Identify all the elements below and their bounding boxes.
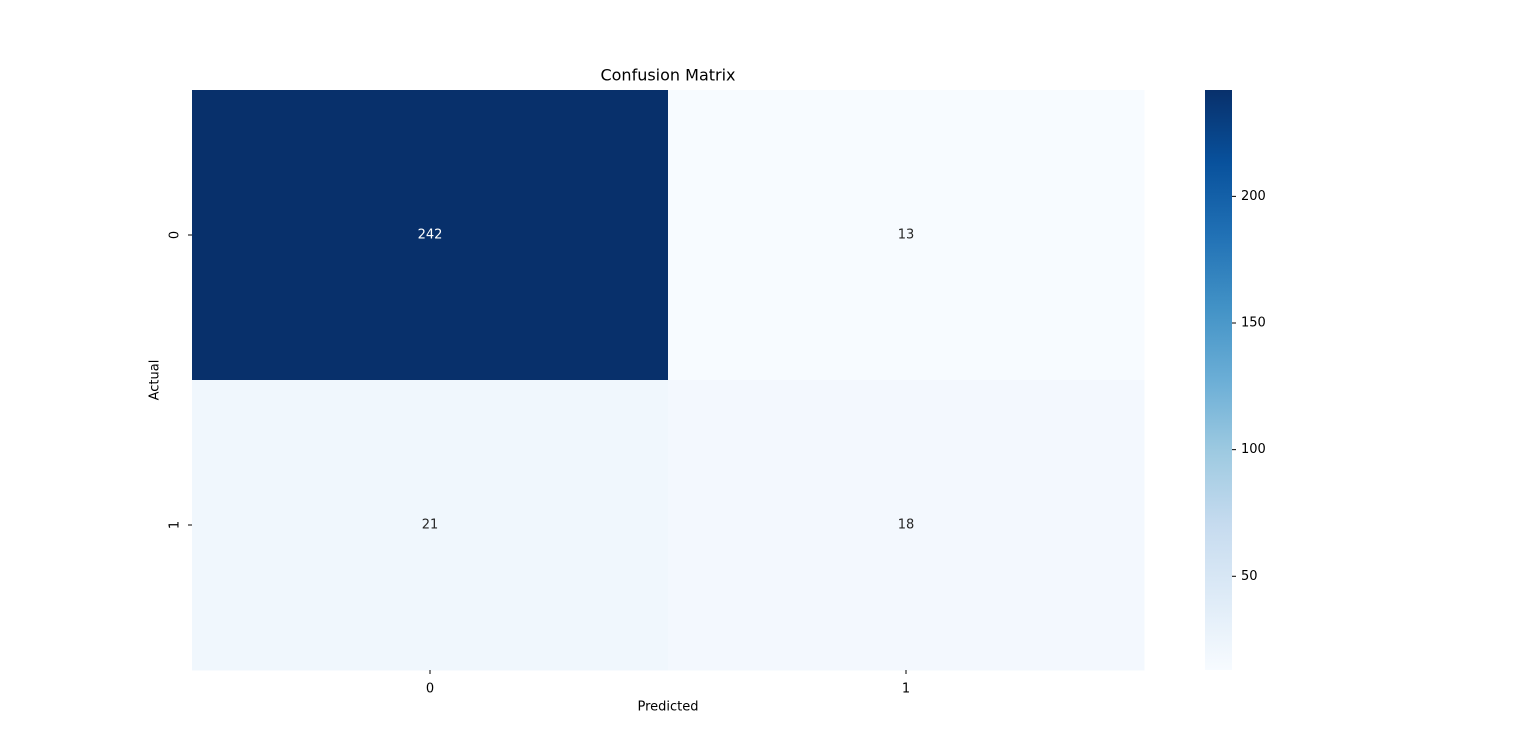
heatmap-cell [192, 380, 669, 671]
heatmap-cell [668, 90, 1145, 381]
heatmap-cell [192, 90, 669, 381]
cell-label: 21 [422, 518, 439, 533]
x-tick-label: 1 [902, 682, 910, 697]
cell-label: 242 [418, 228, 443, 243]
x-tick-label: 0 [426, 682, 434, 697]
heatmap-cell [668, 380, 1145, 671]
colorbar-tick-label: 200 [1241, 189, 1266, 204]
colorbar [1205, 90, 1232, 670]
colorbar-tick-label: 150 [1241, 316, 1266, 331]
colorbar-tick-label: 100 [1241, 442, 1266, 457]
y-tick-label: 0 [168, 231, 183, 239]
y-tick-label: 1 [168, 521, 183, 529]
x-axis-label: Predicted [637, 700, 698, 715]
cell-label: 18 [898, 518, 915, 533]
colorbar-tick-label: 50 [1241, 569, 1258, 584]
cell-label: 13 [898, 228, 915, 243]
y-axis-label: Actual [148, 360, 163, 401]
chart-title: Confusion Matrix [600, 66, 735, 85]
